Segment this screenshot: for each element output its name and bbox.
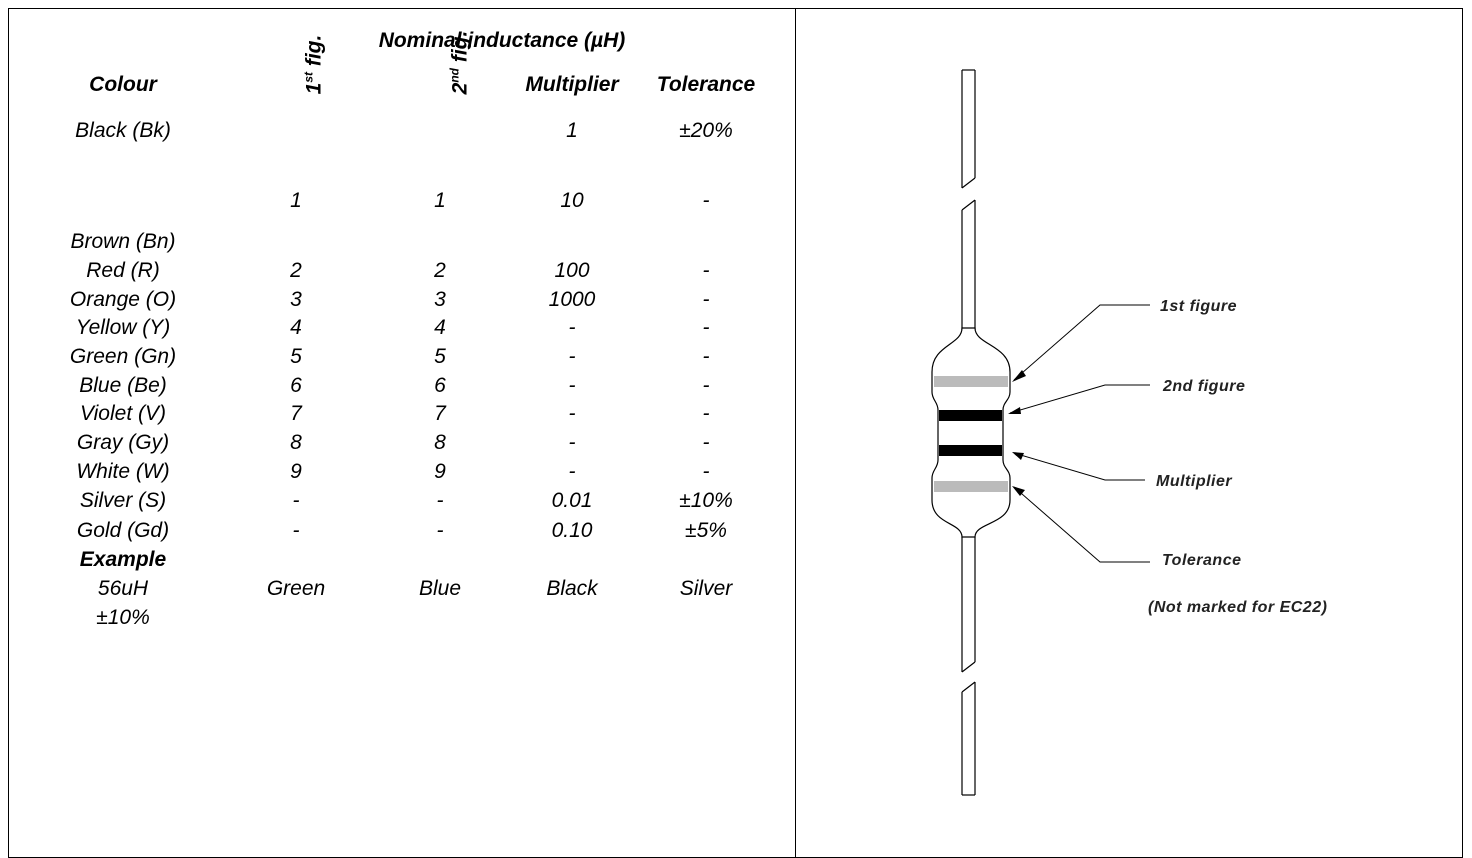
page: {"table":{"caption":"Nominal inductance … [0,0,1472,846]
arrowheads [1008,370,1026,496]
inductor-diagram: 1st figure 2nd figure Multiplier Toleran… [0,0,1472,846]
band [939,410,1002,421]
band [934,376,1008,387]
diagram-label: 1st figure [1160,298,1237,315]
band [934,481,1008,492]
inductor [932,70,1010,795]
diagram-label: Multiplier [1156,473,1232,490]
diagram-label: 2nd figure [1162,378,1245,395]
diagram-label: (Not marked for EC22) [1148,599,1327,616]
band [939,445,1002,456]
diagram-label: Tolerance [1162,552,1242,569]
leader-lines [1010,305,1150,562]
